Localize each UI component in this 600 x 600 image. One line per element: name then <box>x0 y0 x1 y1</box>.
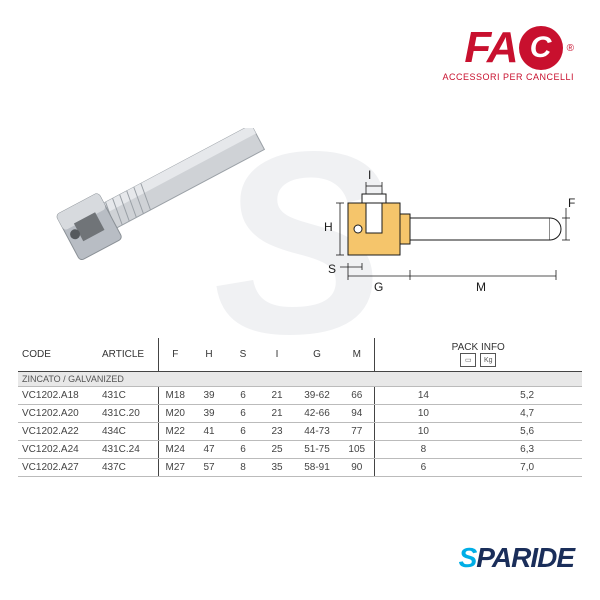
logo-registered: ® <box>567 43 574 54</box>
cell-f: M18 <box>158 387 192 405</box>
cell-qty: 8 <box>374 441 472 459</box>
section-label: ZINCATO / GALVANIZED <box>18 372 582 387</box>
box-icon: ▭ <box>460 353 476 367</box>
cell-kg: 4,7 <box>472 405 582 423</box>
cell-code: VC1202.A24 <box>18 441 98 459</box>
weight-icon: Kg <box>480 353 496 367</box>
cell-kg: 6,3 <box>472 441 582 459</box>
cell-g: 39-62 <box>294 387 340 405</box>
th-pack-label: PACK INFO <box>379 342 579 353</box>
cell-g: 58-91 <box>294 459 340 477</box>
cell-h: 39 <box>192 405 226 423</box>
cell-kg: 5,6 <box>472 423 582 441</box>
cell-qty: 6 <box>374 459 472 477</box>
cell-s: 8 <box>226 459 260 477</box>
spec-table: CODE ARTICLE F H S I G M PACK INFO ▭ Kg <box>18 338 582 477</box>
table-row: VC1202.A22 434C M22 41 6 23 44-73 77 10 … <box>18 423 582 441</box>
cell-qty: 14 <box>374 387 472 405</box>
sparide-s: S <box>459 542 477 573</box>
cell-g: 42-66 <box>294 405 340 423</box>
cell-article: 431C.20 <box>98 405 158 423</box>
cell-code: VC1202.A20 <box>18 405 98 423</box>
cell-kg: 5,2 <box>472 387 582 405</box>
dim-s: S <box>328 262 336 276</box>
cell-m: 66 <box>340 387 374 405</box>
cell-i: 35 <box>260 459 294 477</box>
cell-code: VC1202.A22 <box>18 423 98 441</box>
cell-i: 25 <box>260 441 294 459</box>
cell-qty: 10 <box>374 423 472 441</box>
th-pack: PACK INFO ▭ Kg <box>374 338 582 372</box>
table-header-row: CODE ARTICLE F H S I G M PACK INFO ▭ Kg <box>18 338 582 372</box>
cell-h: 47 <box>192 441 226 459</box>
cell-i: 21 <box>260 405 294 423</box>
dim-m: M <box>476 280 486 294</box>
cell-f: M24 <box>158 441 192 459</box>
product-card: S FA C ® ACCESSORI PER CANCELLI <box>18 18 582 582</box>
th-s: S <box>226 338 260 372</box>
cell-h: 41 <box>192 423 226 441</box>
dim-f: F <box>568 196 575 210</box>
cell-h: 57 <box>192 459 226 477</box>
th-g: G <box>294 338 340 372</box>
cell-article: 437C <box>98 459 158 477</box>
cell-s: 6 <box>226 405 260 423</box>
th-article: ARTICLE <box>98 338 158 372</box>
cell-s: 6 <box>226 441 260 459</box>
cell-f: M22 <box>158 423 192 441</box>
cell-s: 6 <box>226 423 260 441</box>
logo-brand-circle: C <box>519 26 563 70</box>
table-row: VC1202.A27 437C M27 57 8 35 58-91 90 6 7… <box>18 459 582 477</box>
dim-i: I <box>368 168 371 182</box>
cell-m: 94 <box>340 405 374 423</box>
th-f: F <box>158 338 192 372</box>
cell-m: 105 <box>340 441 374 459</box>
cell-qty: 10 <box>374 405 472 423</box>
logo-brand-left: FA <box>464 26 516 70</box>
th-code: CODE <box>18 338 98 372</box>
cell-g: 51-75 <box>294 441 340 459</box>
cell-article: 431C.24 <box>98 441 158 459</box>
technical-diagram: I F H S G M <box>318 168 578 298</box>
sparide-rest: PARIDE <box>476 542 574 573</box>
table-row: VC1202.A24 431C.24 M24 47 6 25 51-75 105… <box>18 441 582 459</box>
cell-i: 21 <box>260 387 294 405</box>
cell-code: VC1202.A27 <box>18 459 98 477</box>
cell-h: 39 <box>192 387 226 405</box>
table-row: VC1202.A20 431C.20 M20 39 6 21 42-66 94 … <box>18 405 582 423</box>
sparide-logo: SPARIDE <box>459 542 574 574</box>
cell-f: M27 <box>158 459 192 477</box>
cell-article: 431C <box>98 387 158 405</box>
cell-s: 6 <box>226 387 260 405</box>
dim-g: G <box>374 280 383 294</box>
th-m: M <box>340 338 374 372</box>
fac-logo: FA C ® ACCESSORI PER CANCELLI <box>442 26 574 82</box>
cell-m: 77 <box>340 423 374 441</box>
product-image <box>28 128 288 288</box>
table-row: VC1202.A18 431C M18 39 6 21 39-62 66 14 … <box>18 387 582 405</box>
cell-f: M20 <box>158 405 192 423</box>
section-row: ZINCATO / GALVANIZED <box>18 372 582 387</box>
th-h: H <box>192 338 226 372</box>
logo-tagline: ACCESSORI PER CANCELLI <box>442 72 574 82</box>
cell-g: 44-73 <box>294 423 340 441</box>
cell-article: 434C <box>98 423 158 441</box>
cell-i: 23 <box>260 423 294 441</box>
cell-kg: 7,0 <box>472 459 582 477</box>
dim-h: H <box>324 220 333 234</box>
th-i: I <box>260 338 294 372</box>
cell-code: VC1202.A18 <box>18 387 98 405</box>
cell-m: 90 <box>340 459 374 477</box>
